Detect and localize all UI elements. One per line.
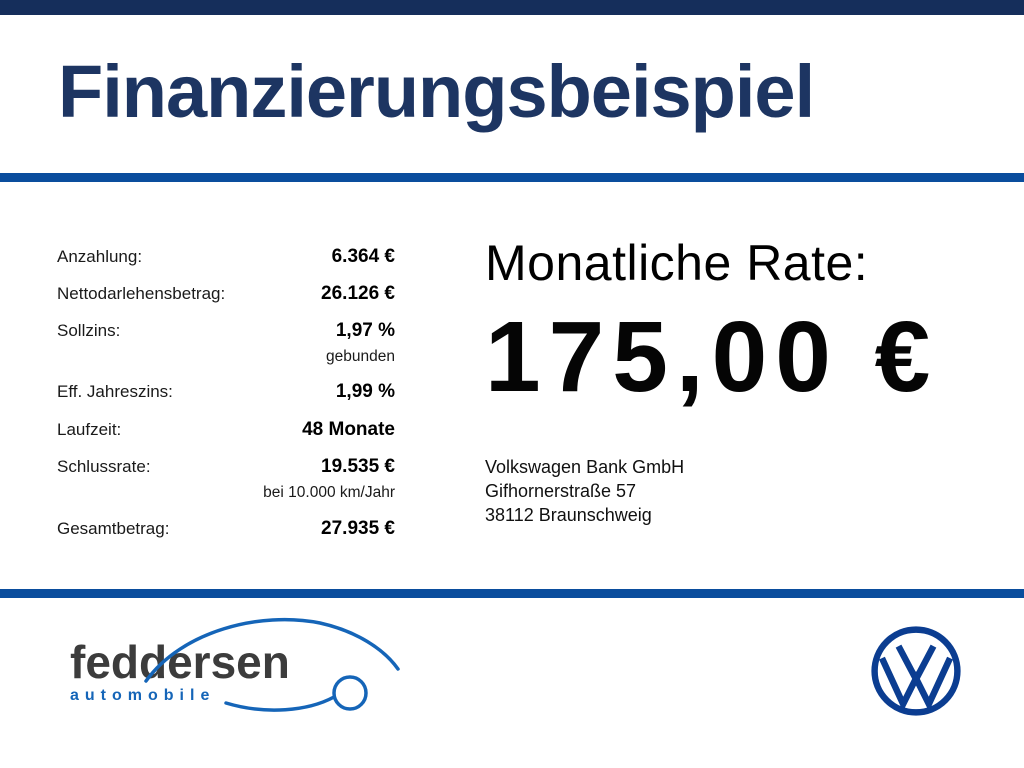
bank-name: Volkswagen Bank GmbH <box>485 456 685 477</box>
finance-value: 48 Monate <box>302 418 395 440</box>
finance-row-nettodarlehensbetrag: Nettodarlehensbetrag: 26.126 € <box>57 283 395 305</box>
finance-row-sollzins: Sollzins: 1,97 % <box>57 320 395 342</box>
page-title: Finanzierungsbeispiel <box>58 50 815 133</box>
finance-value: 1,97 % <box>335 319 395 341</box>
finance-label: Gesamtbetrag: <box>57 518 170 538</box>
dealer-name: feddersen <box>70 635 290 688</box>
finance-label: Anzahlung: <box>57 246 143 266</box>
finance-row-anzahlung: Anzahlung: 6.364 € <box>57 246 395 268</box>
finance-details: Anzahlung: 6.364 € Nettodarlehensbetrag:… <box>0 182 395 555</box>
finance-value: 27.935 € <box>321 517 395 539</box>
finance-value: 19.535 € <box>321 455 395 477</box>
finance-row-schlussrate: Schlussrate: 19.535 € <box>57 456 395 478</box>
rate-heading: Monatliche Rate: <box>485 234 869 291</box>
finance-value: 26.126 € <box>321 282 395 304</box>
finance-row-gesamtbetrag: Gesamtbetrag: 27.935 € <box>57 518 395 540</box>
finance-row-eff-jahreszins: Eff. Jahreszins: 1,99 % <box>57 381 395 403</box>
finance-label: Laufzeit: <box>57 419 122 439</box>
finance-note: gebunden <box>326 347 395 365</box>
bank-street: Gifhornerstraße 57 <box>485 480 637 501</box>
finance-label: Sollzins: <box>57 320 121 340</box>
finance-value: 1,99 % <box>335 380 395 402</box>
dealer-subtitle: automobile <box>70 686 216 704</box>
finance-note: bei 10.000 km/Jahr <box>263 483 395 501</box>
dealer-logo: feddersen automobile <box>70 611 400 731</box>
footer: feddersen automobile <box>0 598 1024 744</box>
bank-city: 38112 Braunschweig <box>485 505 652 526</box>
finance-label: Nettodarlehensbetrag: <box>57 283 226 303</box>
top-bar <box>0 0 1024 15</box>
rate-amount: 175,00 € <box>485 300 939 413</box>
finance-value: 6.364 € <box>331 245 395 267</box>
finance-label: Eff. Jahreszins: <box>57 381 173 401</box>
vw-logo-icon <box>870 625 962 717</box>
finance-label: Schlussrate: <box>57 456 151 476</box>
divider-bottom <box>0 588 1024 598</box>
finance-row-laufzeit: Laufzeit: 48 Monate <box>57 419 395 441</box>
bank-address: Volkswagen Bank GmbH Gifhornerstraße 57 … <box>485 455 1024 528</box>
main-content: Anzahlung: 6.364 € Nettodarlehensbetrag:… <box>0 182 1024 589</box>
divider-top <box>0 172 1024 182</box>
rate-panel: Monatliche Rate: 175,00 € Volkswagen Ban… <box>395 182 1024 528</box>
